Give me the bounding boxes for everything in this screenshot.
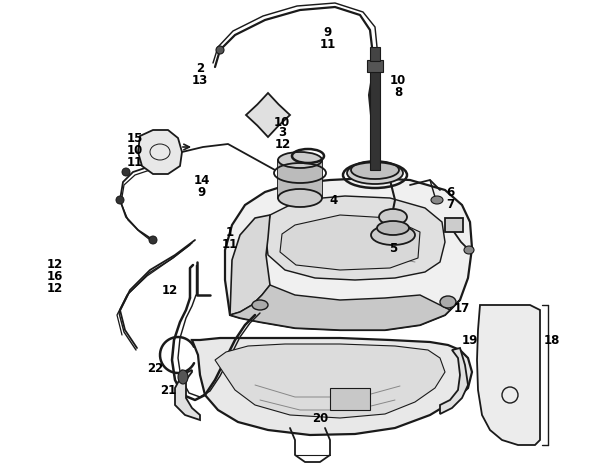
Ellipse shape [464, 246, 474, 254]
Ellipse shape [351, 161, 399, 179]
Text: 11: 11 [127, 155, 143, 169]
Ellipse shape [377, 221, 409, 235]
Ellipse shape [440, 296, 456, 308]
Polygon shape [192, 338, 472, 435]
Text: 18: 18 [544, 333, 560, 346]
FancyBboxPatch shape [367, 60, 383, 72]
Text: 15: 15 [127, 132, 143, 144]
Text: 2: 2 [196, 61, 204, 75]
Polygon shape [280, 215, 420, 270]
Text: 19: 19 [462, 333, 478, 346]
Ellipse shape [216, 46, 224, 54]
Polygon shape [225, 178, 472, 330]
Ellipse shape [371, 225, 415, 245]
Text: 20: 20 [312, 411, 328, 425]
Polygon shape [230, 285, 460, 330]
Polygon shape [440, 348, 468, 414]
Text: 7: 7 [446, 198, 454, 210]
Polygon shape [278, 160, 322, 198]
Text: 17: 17 [454, 302, 470, 314]
Ellipse shape [149, 236, 157, 244]
Ellipse shape [116, 196, 124, 204]
FancyBboxPatch shape [370, 65, 380, 170]
Ellipse shape [252, 300, 268, 310]
Polygon shape [138, 130, 182, 174]
Text: 5: 5 [389, 241, 397, 255]
Text: 10: 10 [390, 74, 406, 86]
Text: 21: 21 [160, 383, 176, 397]
FancyBboxPatch shape [370, 47, 380, 61]
Polygon shape [175, 370, 200, 420]
Text: 12: 12 [47, 282, 63, 294]
Ellipse shape [278, 152, 322, 168]
Ellipse shape [122, 168, 130, 176]
Ellipse shape [379, 209, 407, 225]
Text: 16: 16 [47, 269, 63, 283]
Text: 11: 11 [222, 238, 238, 250]
Text: 10: 10 [274, 115, 290, 129]
Text: 13: 13 [192, 74, 208, 86]
Text: 9: 9 [198, 186, 206, 199]
Text: 12: 12 [275, 139, 291, 152]
FancyBboxPatch shape [330, 388, 370, 410]
Ellipse shape [431, 196, 443, 204]
Text: 4: 4 [330, 193, 338, 207]
Ellipse shape [347, 162, 403, 184]
Polygon shape [477, 305, 540, 445]
Ellipse shape [278, 189, 322, 207]
Text: 3: 3 [278, 126, 286, 140]
Text: 14: 14 [194, 173, 210, 187]
Text: 6: 6 [446, 186, 454, 199]
Text: 12: 12 [47, 257, 63, 270]
Text: 22: 22 [147, 361, 163, 374]
Polygon shape [215, 344, 445, 418]
Polygon shape [246, 93, 290, 137]
Polygon shape [230, 215, 270, 315]
Text: 8: 8 [394, 86, 402, 98]
Text: 10: 10 [127, 143, 143, 156]
Ellipse shape [178, 370, 188, 384]
Text: 11: 11 [320, 38, 336, 50]
FancyBboxPatch shape [445, 218, 463, 232]
Text: 12: 12 [162, 284, 178, 296]
Text: 9: 9 [324, 26, 332, 38]
Text: 1: 1 [226, 226, 234, 238]
Polygon shape [266, 196, 445, 280]
